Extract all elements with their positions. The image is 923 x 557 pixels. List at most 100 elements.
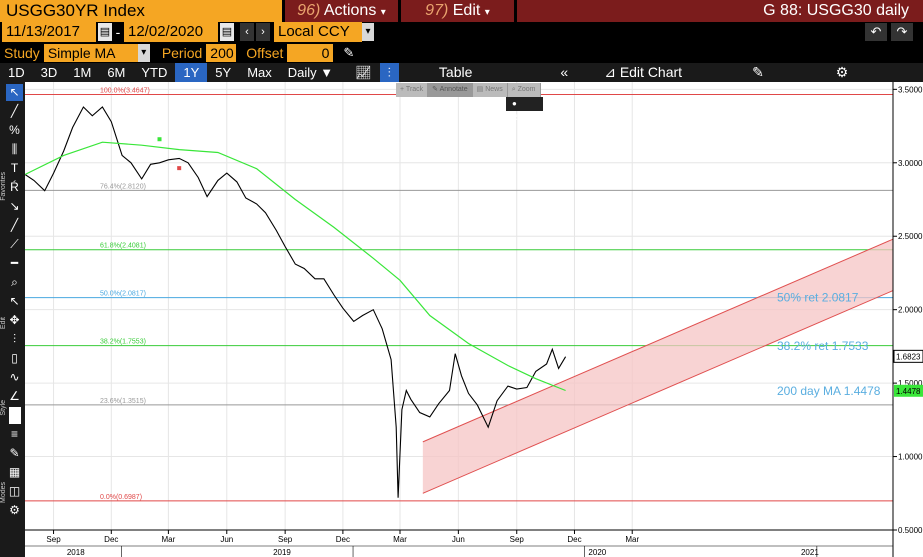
offset-field[interactable]: 0 [287, 43, 334, 62]
chart-series [25, 106, 567, 498]
pointer-icon[interactable]: ↖ [9, 294, 20, 308]
tool-news[interactable]: ▤ News [472, 83, 508, 97]
price-chart[interactable]: 100.0%(3.4647) 76.4%(2.8120) 61.8%(2.4081)… [25, 82, 923, 557]
draw-icon[interactable]: ✎ [752, 64, 764, 80]
drawing-sidebar: ↖ ╱ % ⫼ T Ŕ ↘ ╱ ⟋ ━ ⌕ ↖ ✥ ⫶ ▯ ∿ ∠ ≡ ✎ ▦ … [0, 82, 25, 557]
reset-icon: ● [512, 99, 517, 108]
pencil-icon[interactable]: ✎ [343, 44, 355, 60]
period-field[interactable]: 200 [206, 43, 237, 62]
channel-fill [422, 239, 893, 494]
pencil-icon: ✎ [432, 86, 439, 93]
clear-icon[interactable]: ▯ [11, 351, 18, 365]
end-date-field[interactable]: 12/02/2020 [124, 22, 218, 42]
bar-chart-icon[interactable]: ⫶ [379, 63, 399, 82]
timeframe-1y[interactable]: 1Y [175, 63, 208, 82]
undo-icon[interactable]: ↶ [865, 23, 887, 41]
timeframe-ytd[interactable]: YTD [141, 65, 168, 80]
timeframe-5y[interactable]: 5Y [215, 65, 232, 80]
interval-select[interactable]: Daily ▼ [280, 63, 341, 82]
news-icon: ▤ [476, 86, 484, 93]
table-button[interactable]: Table [438, 64, 473, 80]
ruler-icon[interactable]: ▦ [8, 465, 21, 479]
timeframe-1d[interactable]: 1D [8, 65, 25, 80]
cursor-icon[interactable]: ↖ [6, 84, 23, 101]
x-tick-label: Mar [625, 535, 639, 544]
hline-icon[interactable]: ━ [10, 256, 19, 270]
fib-retrace-icon[interactable]: Ŕ [10, 180, 19, 194]
start-date-field[interactable]: 11/13/2017 [2, 22, 96, 42]
timeframe-6m[interactable]: 6M [107, 65, 126, 80]
y-axis: 3.5000 3.0000 2.5000 2.0000 1.5000 1.0000 0.50… [893, 85, 923, 535]
edit-menu-number: 97) [425, 2, 449, 19]
x-tick-label: Sep [278, 535, 293, 544]
tool-zoom[interactable]: ⌕ Zoom [507, 83, 541, 97]
study-field[interactable]: Simple MA [43, 43, 138, 62]
edit-menu[interactable]: 97) Edit ▾ [401, 0, 514, 22]
year-label: 2021 [801, 548, 819, 557]
chevron-down-icon[interactable]: ▾ [362, 23, 374, 41]
line-chart-icon[interactable]: 📈︎ [355, 65, 372, 80]
annotation-icon[interactable]: ⫶ [12, 332, 16, 346]
study-label: Study [4, 44, 40, 61]
brush-icon[interactable]: ⟋ [10, 237, 19, 251]
chevron-down-icon[interactable]: ▾ [137, 43, 150, 62]
calendar-icon[interactable]: ▤ [98, 23, 112, 41]
chevron-right-icon[interactable]: › [256, 23, 270, 41]
tool-track-label: Track [405, 86, 424, 93]
y-tick-label: 1.5000 [898, 379, 923, 388]
gear-icon[interactable]: ⚙ [835, 64, 849, 80]
sidebar-section-modes: Modes [0, 482, 7, 504]
text-icon[interactable]: T [10, 161, 19, 175]
channel-icon[interactable]: ⫼ [11, 142, 18, 156]
color-swatch-icon[interactable] [9, 407, 21, 424]
chevron-left-icon[interactable]: ‹ [240, 23, 254, 41]
fib-level-label: 23.6%(1.3515) [100, 398, 146, 405]
timeframe-1m[interactable]: 1M [73, 65, 92, 80]
move-icon[interactable]: ✥ [9, 313, 20, 327]
period-label: Period [161, 44, 203, 61]
zoom-icon[interactable]: ⌕ [11, 275, 18, 289]
timeframe-3d[interactable]: 3D [40, 65, 58, 80]
arrow-icon[interactable]: ↘ [9, 199, 20, 213]
reset-button[interactable]: ● Reset [506, 97, 543, 122]
tool-annotate[interactable]: ✎ Annotate [428, 83, 473, 97]
actions-menu[interactable]: 96) Actions ▾ [285, 0, 398, 22]
tool-track[interactable]: + Track [396, 83, 429, 97]
collapse-icon[interactable]: « [560, 64, 569, 80]
fib-level-label: 50.0%(2.0817) [100, 291, 146, 298]
gear-icon[interactable]: ⚙ [9, 503, 20, 517]
channel-upper-line [422, 238, 894, 443]
last-price-tag [893, 349, 923, 363]
edit-chart-button[interactable]: ⊿ Edit Chart [604, 63, 682, 82]
x-tick-label: Dec [104, 535, 118, 544]
line-tool-icon[interactable]: ╱ [10, 104, 19, 118]
x-tick-label: Jun [220, 535, 233, 544]
edit-chart-label: Edit Chart [619, 64, 683, 80]
zigzag-icon[interactable]: ∿ [9, 370, 20, 384]
tool-popup: + Track ✎ Annotate ▤ News ⌕ Zoom ● Reset [396, 83, 543, 122]
ticker-field[interactable]: USGG30YR Index [0, 0, 282, 22]
x-tick-label: Dec [567, 535, 581, 544]
price-line [25, 106, 567, 498]
x-tick-label: Sep [46, 535, 61, 544]
date-range-bar: 11/13/2017 ▤ - 12/02/2020 ▤ ‹ › Local CC… [0, 22, 923, 42]
fibonacci-icon[interactable]: % [9, 123, 20, 137]
timeframe-max[interactable]: Max [247, 65, 272, 80]
fib-level-label: 0.0%(0.6987) [100, 494, 142, 501]
angle-icon[interactable]: ∠ [9, 389, 20, 403]
trend-icon[interactable]: ╱ [10, 218, 19, 232]
mode-icon[interactable]: ◫ [8, 484, 21, 498]
chevron-down-icon: ▼ [320, 65, 334, 80]
actions-menu-number: 96) [297, 2, 321, 19]
channel-lower-line [422, 290, 894, 494]
currency-field[interactable]: Local CCY [274, 22, 362, 42]
y-tick-label: 3.0000 [898, 159, 923, 168]
redo-icon[interactable]: ↷ [891, 23, 913, 41]
chart-annotations: 50% ret 2.0817 38.2% ret 1.7533 200 day MA… [777, 291, 881, 398]
line-style-icon[interactable]: ≡ [10, 427, 18, 441]
pen-icon[interactable]: ✎ [9, 446, 20, 460]
fib-level-label: 61.8%(2.4081) [100, 243, 146, 250]
calendar-icon[interactable]: ▤ [220, 23, 234, 41]
chart-icon: ⊿ [604, 64, 616, 80]
fib-level-label: 76.4%(2.8120) [100, 183, 146, 190]
